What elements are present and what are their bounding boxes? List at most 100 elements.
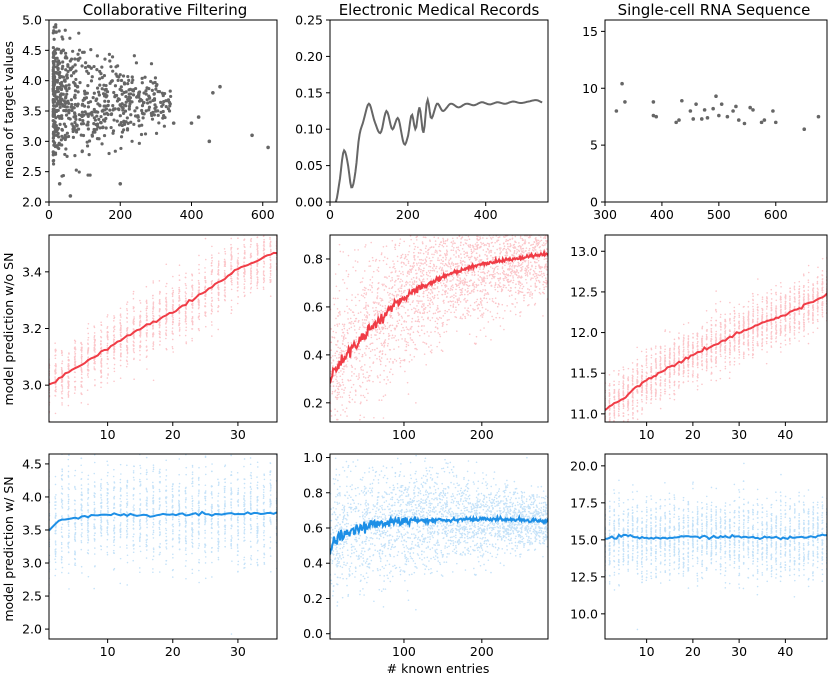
data-point [89,79,94,83]
scatter-point [413,283,415,286]
scatter-point [113,336,116,338]
scatter-point [509,271,512,273]
scatter-point [112,330,115,333]
scatter-point [540,270,543,273]
scatter-point [86,352,89,355]
scatter-point [527,270,530,272]
data-point [121,74,126,78]
scatter-point [126,328,129,331]
data-point [120,123,124,128]
data-point [131,78,135,82]
scatter-point [529,222,531,224]
data-point [103,92,107,96]
scatter-point [198,263,200,266]
scatter-point [211,324,213,326]
scatter-point [545,227,547,229]
data-point [52,73,56,77]
scatter-point [230,299,233,302]
data-point [748,105,752,110]
scatter-point [391,337,393,339]
scatter-point [244,246,246,248]
scatter-point [256,287,259,290]
scatter-point [500,290,503,293]
scatter-point [361,353,364,356]
scatter-point [478,228,480,230]
scatter-point [413,258,416,260]
scatter-point [527,262,530,264]
scatter-point [512,233,514,235]
scatter-point [485,308,487,310]
scatter-point [366,317,369,319]
scatter-point [464,289,467,291]
scatter-point [438,333,441,336]
data-point [99,72,103,76]
scatter-point [94,339,96,342]
data-point [92,129,96,133]
scatter-point [517,245,520,248]
scatter-point [483,243,486,246]
scatter-point [545,281,547,284]
scatter-point [539,267,542,270]
scatter-point [119,319,122,321]
scatter-point [533,216,535,218]
scatter-point [414,269,417,272]
scatter-point [165,282,168,285]
scatter-point [106,315,109,318]
data-point [130,80,134,85]
data-point [84,61,88,65]
data-point [136,114,140,118]
scatter-point [139,314,141,317]
scatter-point [466,281,468,284]
scatter-point [437,257,439,259]
scatter-point [339,375,342,378]
scatter-point [455,252,458,254]
scatter-point [428,257,431,259]
data-point [130,139,134,143]
scatter-point [514,240,516,243]
scatter-point [205,293,207,296]
scatter-point [262,281,265,284]
y-tick-label: 0.25 [295,13,323,28]
scatter-point [539,236,542,238]
scatter-point [529,273,531,275]
scatter-point [361,281,363,283]
scatter-point [468,225,470,227]
scatter-point [365,319,368,321]
scatter-point [132,293,135,295]
scatter-point [94,351,96,353]
scatter-point [522,239,525,241]
scatter-point [483,272,486,274]
data-point [64,113,69,117]
data-point [83,65,88,70]
scatter-point [529,261,532,264]
scatter-point [152,318,155,320]
scatter-point [417,246,419,249]
scatter-point [445,290,447,293]
scatter-point [334,354,336,357]
scatter-point [360,394,362,397]
scatter-point [523,299,525,302]
scatter-point [211,245,213,248]
scatter-point [506,304,508,307]
scatter-point [512,303,514,305]
scatter-point [184,320,187,323]
scatter-point [113,345,115,348]
data-point [76,127,81,131]
scatter-point [444,258,447,261]
scatter-point [145,325,148,328]
scatter-point [379,332,382,334]
scatter-point [487,270,490,272]
scatter-point [386,291,389,294]
scatter-point [450,196,452,198]
scatter-point [184,306,187,308]
scatter-point [502,286,505,288]
scatter-point [363,314,366,316]
scatter-point [171,346,174,348]
data-point [70,108,74,113]
scatter-point [74,340,77,343]
data-point [100,65,104,69]
scatter-point [523,242,525,245]
scatter-point [418,295,421,298]
scatter-point [198,329,201,332]
data-point [57,142,61,147]
